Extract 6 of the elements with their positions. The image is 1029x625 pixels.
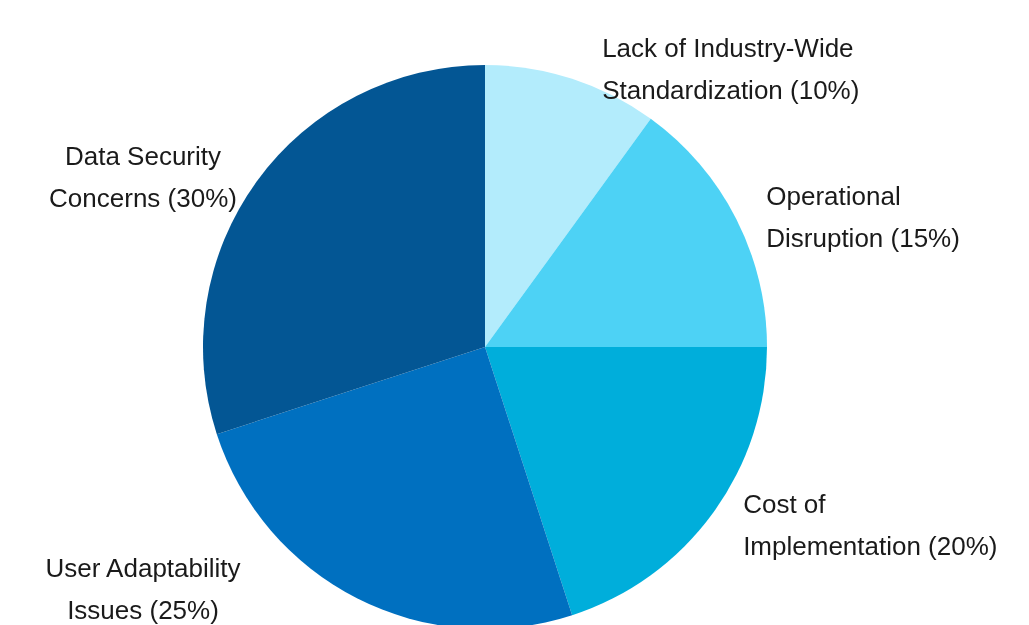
pie-slice xyxy=(485,118,767,347)
slice-label: Operational Disruption (15%) xyxy=(766,180,960,253)
slice-label: Cost of Implementation (20%) xyxy=(743,489,998,562)
slice-label: Lack of Industry-Wide Standardization (10%) xyxy=(602,33,860,106)
slice-label: Data Security Concerns (30%) xyxy=(49,140,237,213)
slice-label: User Adaptability Issues (25%) xyxy=(45,553,241,625)
